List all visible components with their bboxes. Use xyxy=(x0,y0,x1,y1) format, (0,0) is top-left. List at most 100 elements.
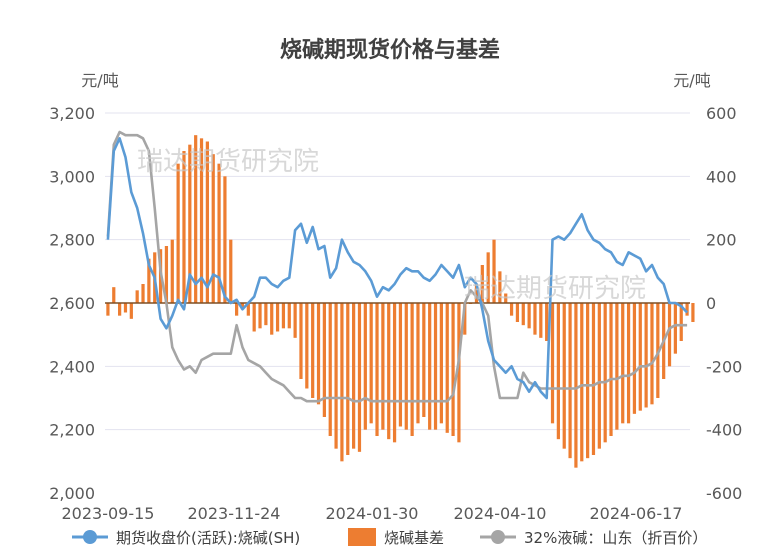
basis-bar xyxy=(527,303,531,329)
basis-bar xyxy=(217,163,221,303)
left-tick-label: 2,800 xyxy=(49,231,95,250)
basis-bar xyxy=(346,303,350,455)
basis-bar xyxy=(381,303,385,430)
basis-bar xyxy=(123,303,128,313)
basis-bar xyxy=(428,303,432,430)
basis-bar xyxy=(170,239,174,303)
basis-bar xyxy=(545,303,549,341)
basis-bar xyxy=(164,246,169,303)
x-tick-label: 2024-06-17 xyxy=(590,504,683,523)
right-tick-label: 200 xyxy=(706,231,737,250)
right-tick-label: 0 xyxy=(706,294,716,313)
basis-bar xyxy=(252,303,256,332)
basis-bar xyxy=(416,303,420,424)
basis-bar xyxy=(205,141,209,303)
chart-title: 烧碱期现货价格与基差 xyxy=(280,37,500,63)
basis-bar xyxy=(118,303,122,316)
price-lines xyxy=(106,130,689,403)
basis-bar xyxy=(375,303,379,436)
spot-price-line xyxy=(106,130,688,403)
left-tick-label: 2,200 xyxy=(49,421,95,440)
basis-bar xyxy=(194,135,198,303)
left-axis-unit: 元/吨 xyxy=(81,71,118,90)
basis-bar xyxy=(229,239,233,303)
legend-label: 32%液碱：山东（折百价） xyxy=(524,529,707,547)
x-tick-label: 2023-09-15 xyxy=(62,504,155,523)
basis-bar xyxy=(673,303,677,354)
basis-bar xyxy=(363,303,367,430)
basis-bar xyxy=(258,303,262,329)
legend-item[interactable]: 期货收盘价(活跃):烧碱(SH) xyxy=(72,529,300,547)
basis-bar xyxy=(404,303,408,430)
basis-bar xyxy=(316,303,321,405)
basis-bar xyxy=(533,303,537,335)
basis-bar xyxy=(580,303,584,462)
basis-bar xyxy=(141,284,145,303)
basis-bar xyxy=(246,303,250,316)
basis-bar xyxy=(322,303,326,417)
legend-bar-swatch xyxy=(348,528,376,546)
basis-bar xyxy=(638,303,642,411)
right-tick-label: 600 xyxy=(706,104,737,123)
basis-bar xyxy=(328,303,332,436)
basis-bar xyxy=(492,239,496,303)
basis-bar xyxy=(632,303,637,414)
legend[interactable]: 期货收盘价(活跃):烧碱(SH) 烧碱基差 32%液碱：山东（折百价） xyxy=(72,528,707,547)
basis-bar xyxy=(199,138,204,303)
x-tick-label: 2024-01-30 xyxy=(326,504,419,523)
left-tick-label: 3,000 xyxy=(49,167,95,186)
basis-bar xyxy=(334,303,338,449)
left-tick-label: 2,400 xyxy=(49,357,95,376)
basis-bar xyxy=(275,303,280,332)
right-axis-unit: 元/吨 xyxy=(673,71,710,90)
legend-marker-icon xyxy=(491,530,505,544)
legend-label: 烧碱基差 xyxy=(384,529,444,547)
basis-bar xyxy=(422,303,426,417)
basis-bar xyxy=(135,290,139,303)
basis-bar xyxy=(223,176,227,303)
x-axis-ticks: 2023-09-15 2023-11-24 2024-01-30 2024-04-10… xyxy=(62,504,683,523)
watermark-top: 瑞达期货研究院 xyxy=(137,147,319,177)
basis-bar xyxy=(498,271,502,303)
basis-bar xyxy=(211,154,215,303)
right-tick-label: -200 xyxy=(706,357,742,376)
basis-bar xyxy=(182,151,186,303)
basis-bar xyxy=(515,303,520,322)
basis-bar xyxy=(685,303,689,316)
right-tick-label: -600 xyxy=(706,484,742,503)
basis-bar xyxy=(439,303,443,424)
basis-bar xyxy=(293,303,297,338)
basis-bar xyxy=(264,303,268,326)
legend-item[interactable]: 32%液碱：山东（折百价） xyxy=(480,529,707,547)
basis-bar xyxy=(691,303,695,322)
basis-bar xyxy=(644,303,648,408)
basis-bar xyxy=(597,303,601,449)
basis-bar xyxy=(562,303,566,449)
basis-bar xyxy=(574,303,578,468)
basis-bar xyxy=(433,303,438,430)
right-tick-label: -400 xyxy=(706,421,742,440)
right-axis-ticks: 600 400 200 0 -200 -400 -600 xyxy=(706,104,742,503)
basis-bar xyxy=(305,303,309,389)
basis-bar xyxy=(410,303,414,436)
basis-bar xyxy=(451,303,455,436)
left-axis-ticks: 3,200 3,000 2,800 2,600 2,400 2,200 2,000 xyxy=(49,104,95,503)
basis-bar xyxy=(650,303,654,405)
basis-bar xyxy=(539,303,543,338)
basis-bar xyxy=(240,303,245,310)
basis-bar xyxy=(129,303,133,319)
basis-bar xyxy=(486,252,490,303)
legend-item[interactable]: 烧碱基差 xyxy=(348,528,444,547)
basis-bar xyxy=(235,303,239,316)
futures-price-line xyxy=(106,137,689,400)
basis-bar xyxy=(387,303,391,440)
basis-bar xyxy=(626,303,631,424)
left-tick-label: 2,000 xyxy=(49,484,95,503)
basis-bar xyxy=(509,303,514,316)
legend-label: 期货收盘价(活跃):烧碱(SH) xyxy=(116,529,300,547)
basis-bar xyxy=(299,303,303,379)
basis-bar xyxy=(352,303,356,449)
basis-bar xyxy=(603,303,607,443)
